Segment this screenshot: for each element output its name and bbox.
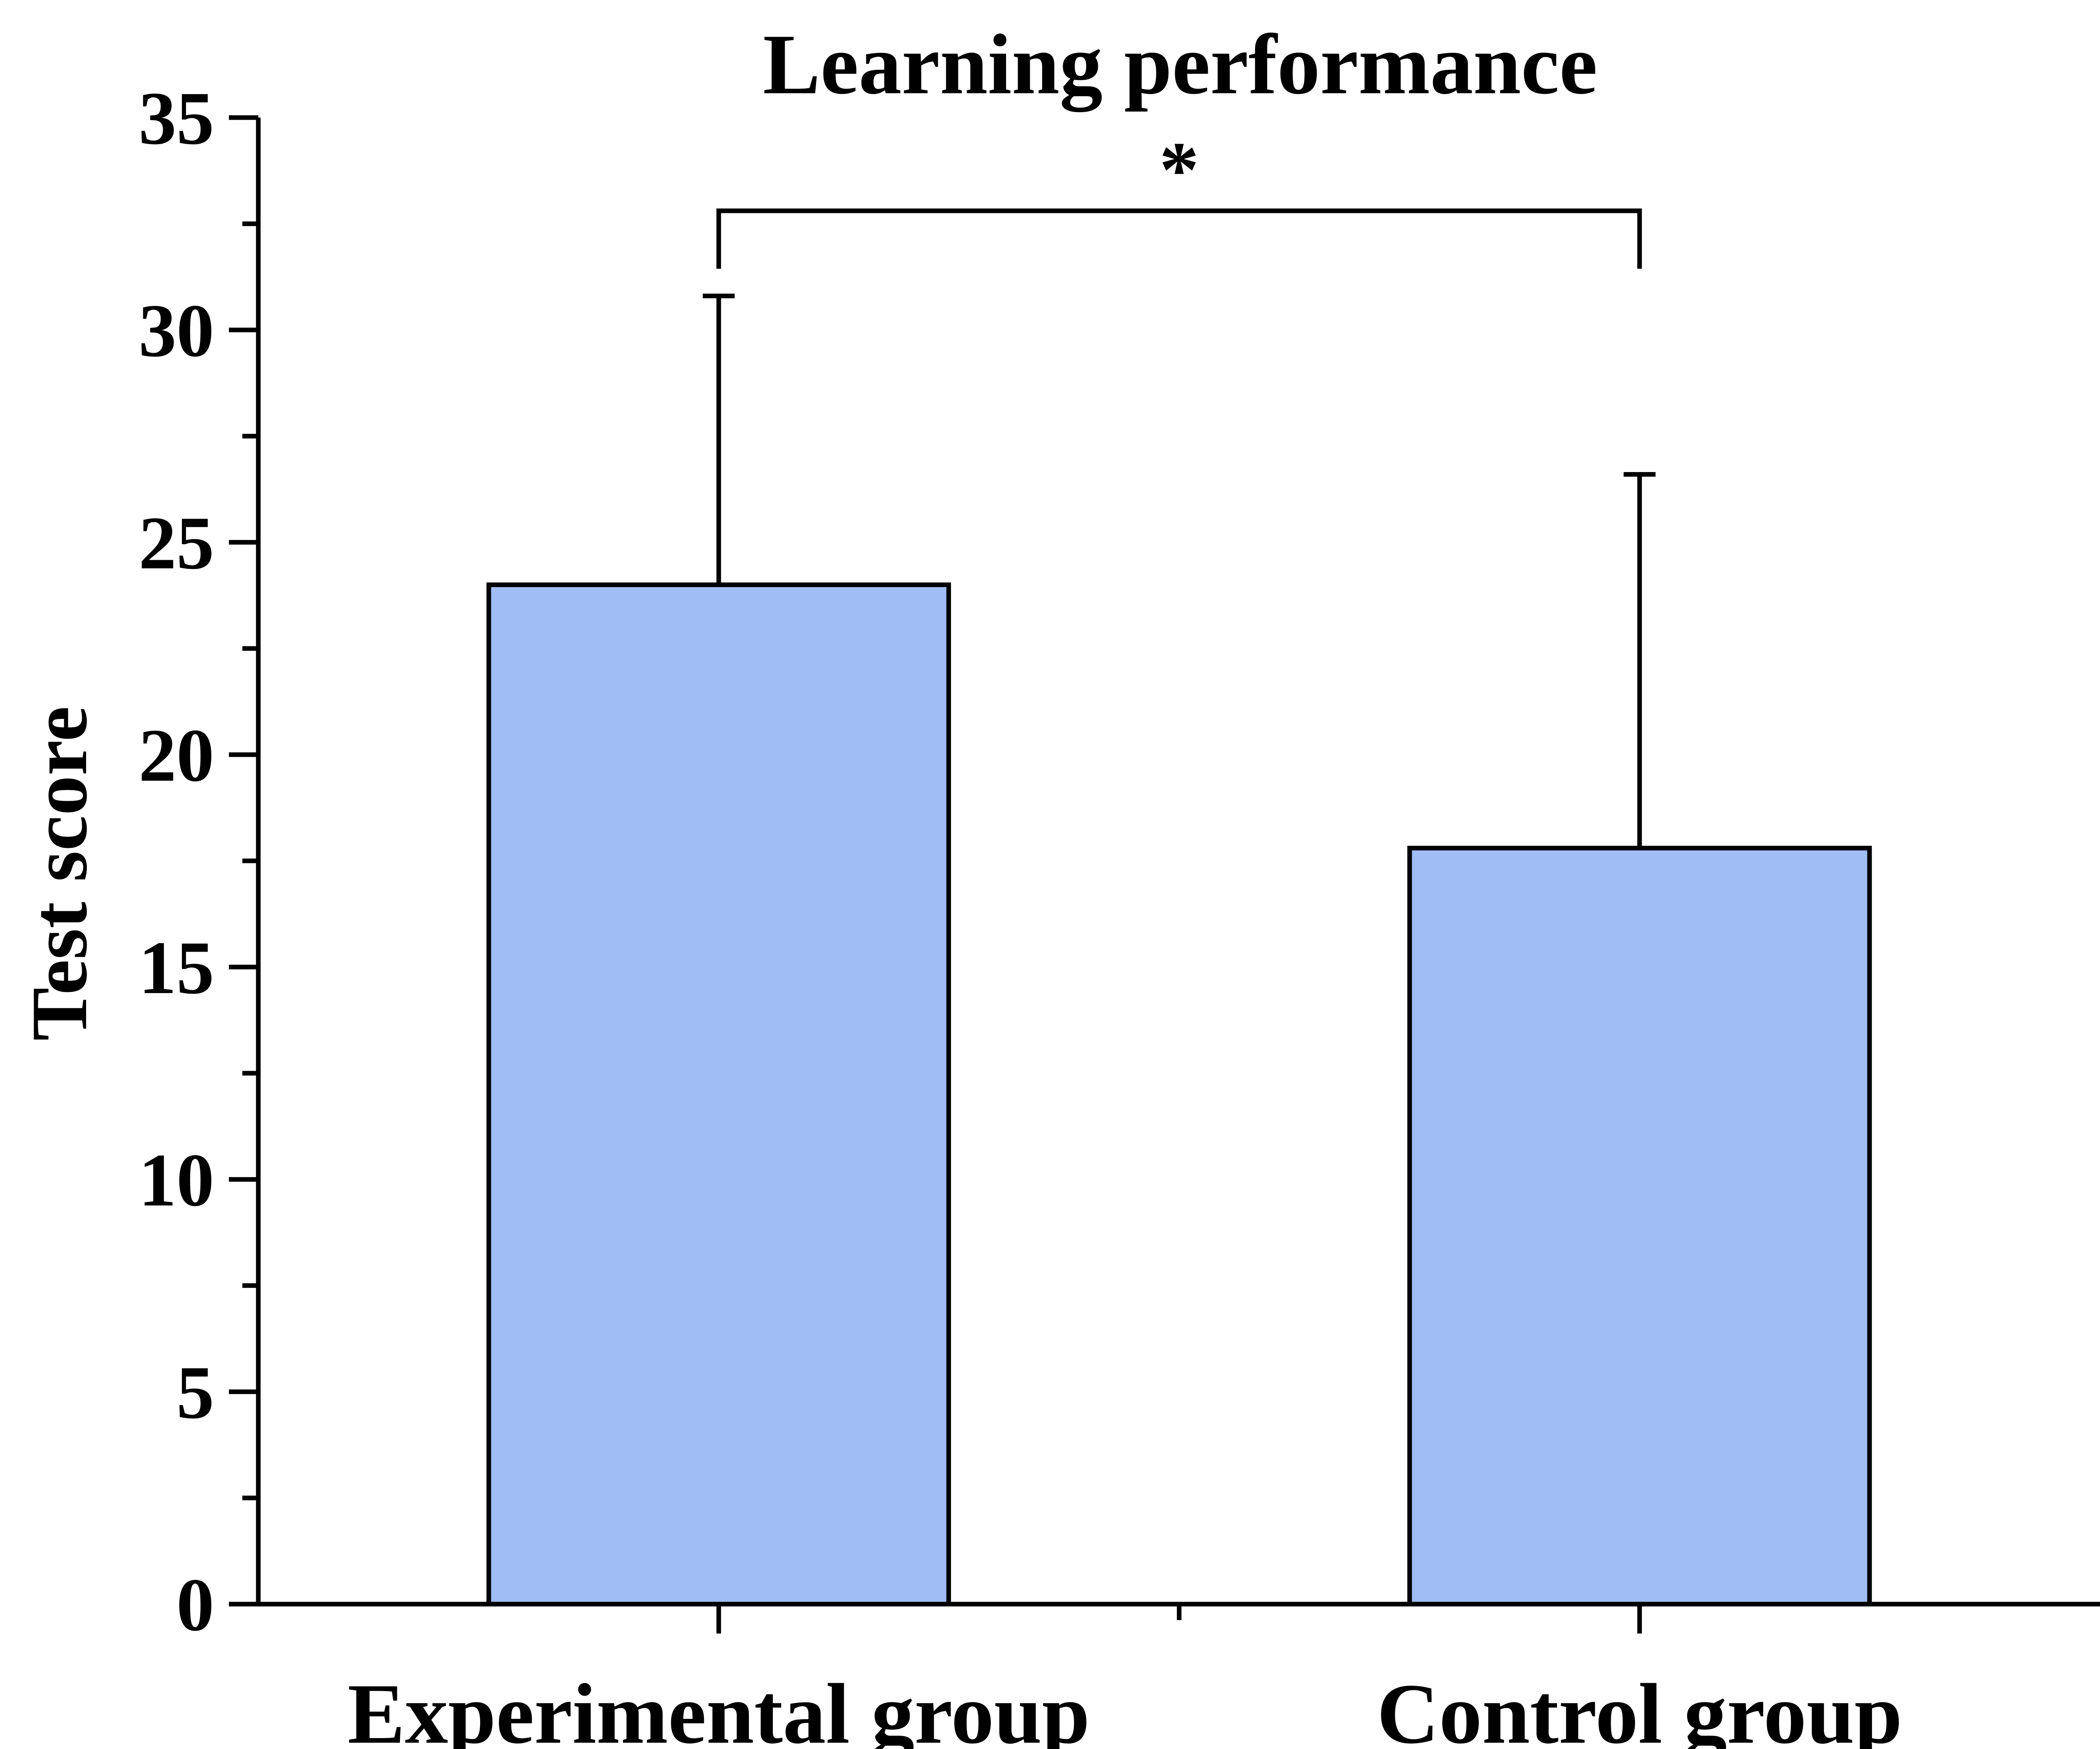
x-tick-label: Experimental group — [348, 1666, 1090, 1749]
significance-marker: * — [1159, 126, 1199, 214]
y-tick-label: 20 — [139, 713, 214, 797]
y-tick-label: 35 — [139, 76, 214, 160]
x-tick-label: Control group — [1377, 1666, 1902, 1749]
y-tick-label: 10 — [139, 1138, 214, 1222]
bar-control-group — [1407, 846, 1872, 1607]
significance-bracket — [716, 208, 1642, 269]
y-axis-label: Test score — [16, 706, 104, 1041]
y-tick-label: 0 — [176, 1563, 214, 1647]
y-tick-label: 5 — [176, 1350, 214, 1434]
bar-experimental-group — [486, 582, 951, 1607]
y-tick-label: 30 — [139, 289, 214, 372]
y-tick-label: 15 — [139, 926, 214, 1010]
y-tick-label: 25 — [139, 501, 214, 585]
chart-title: Learning performance — [763, 17, 1598, 112]
